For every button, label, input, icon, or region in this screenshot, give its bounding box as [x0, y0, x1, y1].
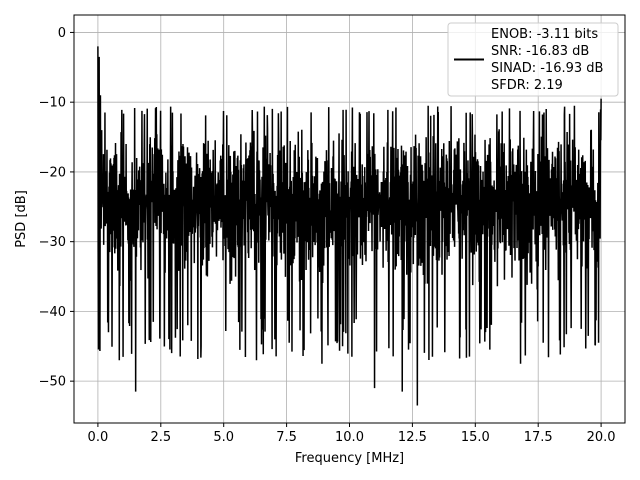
x-tick-label: 20.0 [587, 430, 616, 445]
x-tick-label: 7.5 [276, 430, 297, 445]
x-tick-label: 17.5 [524, 430, 553, 445]
x-tick-label: 0.0 [88, 430, 109, 445]
y-axis-label: PSD [dB] [14, 190, 29, 248]
y-tick-label: −20 [39, 165, 66, 180]
legend-entry-sfdr: SFDR: 2.19 [491, 78, 563, 93]
x-axis-label: Frequency [MHz] [295, 451, 404, 466]
psd-series-line [97, 46, 602, 406]
x-tick-label: 15.0 [461, 430, 490, 445]
x-tick-label: 5.0 [213, 430, 234, 445]
y-tick-label: 0 [58, 26, 66, 41]
legend-entry-enob: ENOB: -3.11 bits [491, 27, 598, 42]
x-tick-label: 12.5 [398, 430, 427, 445]
tick-layer: 0.0 2.5 5.0 7.5 10.0 12.5 15.0 17.5 20.0 0 −10 −20 −… [39, 26, 616, 445]
legend-box [447, 22, 619, 97]
y-tick-label: −10 [39, 96, 66, 111]
y-tick-label: −50 [39, 375, 66, 390]
legend-entry-snr: SNR: -16.83 dB [491, 44, 589, 59]
legend: ENOB: -3.11 bits SNR: -16.83 dB SINAD: -… [447, 22, 619, 97]
x-tick-label: 2.5 [150, 430, 171, 445]
y-tick-label: −30 [39, 235, 66, 250]
x-tick-label: 10.0 [335, 430, 364, 445]
y-tick-label: −40 [39, 305, 66, 320]
legend-entry-sinad: SINAD: -16.93 dB [491, 61, 603, 76]
series-layer [97, 46, 602, 406]
